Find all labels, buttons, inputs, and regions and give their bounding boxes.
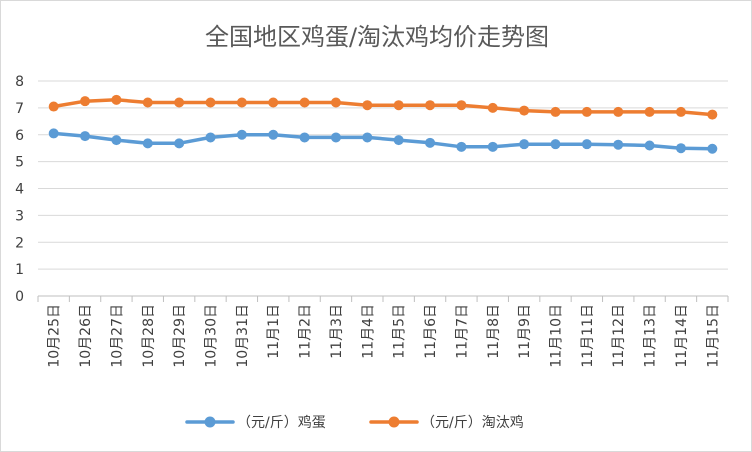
data-point [707, 143, 718, 154]
y-tick-label: 2 [15, 235, 24, 251]
data-point [142, 97, 153, 108]
x-tick-label: 10月27日 [109, 304, 125, 368]
x-tick-label: 11月10日 [549, 304, 565, 368]
data-point [707, 109, 718, 120]
data-point [675, 143, 686, 154]
data-point [299, 97, 310, 108]
data-point [425, 100, 436, 111]
x-tick-label: 10月25日 [47, 304, 63, 368]
x-tick-label: 10月26日 [78, 304, 94, 368]
x-tick-label: 10月28日 [141, 304, 157, 368]
data-point [111, 135, 122, 146]
y-tick-label: 5 [15, 155, 24, 171]
y-tick-label: 0 [15, 289, 24, 305]
data-point [519, 105, 530, 116]
data-point [581, 106, 592, 117]
data-point [581, 139, 592, 150]
x-tick-label: 11月3日 [329, 304, 345, 359]
data-point [613, 139, 624, 150]
chart-title: 全国地区鸡蛋/淘汰鸡均价走势图 [205, 23, 549, 51]
x-tick-label: 11月12日 [611, 304, 627, 368]
data-point [330, 132, 341, 143]
x-tick-label: 11月5日 [392, 304, 408, 359]
data-point [268, 129, 279, 140]
data-point [362, 132, 373, 143]
y-tick-label: 4 [15, 182, 24, 198]
data-point [425, 137, 436, 148]
data-point [111, 94, 122, 105]
data-point [550, 139, 561, 150]
series-layer [48, 94, 718, 154]
data-point [205, 132, 216, 143]
data-point [393, 100, 404, 111]
data-point [236, 97, 247, 108]
y-tick-label: 8 [15, 74, 24, 90]
data-point [456, 100, 467, 111]
data-point [48, 128, 59, 139]
data-point [519, 139, 530, 150]
x-tick-label: 11月11日 [580, 304, 596, 368]
x-tick-label: 11月1日 [266, 304, 282, 359]
x-tick-label: 11月4日 [360, 304, 376, 359]
legend-marker-1 [204, 416, 216, 428]
x-tick-label: 11月13日 [643, 304, 659, 368]
y-tick-label: 6 [15, 128, 24, 144]
data-point [613, 106, 624, 117]
data-point [80, 96, 91, 107]
y-tick-label: 7 [15, 101, 24, 117]
data-point [299, 132, 310, 143]
data-point [550, 106, 561, 117]
data-point [48, 101, 59, 112]
data-point [644, 140, 655, 151]
data-point [268, 97, 279, 108]
legend-label-1: （元/斤）鸡蛋 [237, 414, 326, 431]
data-point [644, 106, 655, 117]
data-point [174, 138, 185, 149]
legend-label-2: （元/斤）淘汰鸡 [421, 414, 524, 431]
data-point [362, 100, 373, 111]
data-point [80, 131, 91, 142]
gridlines [38, 80, 728, 297]
y-tick-label: 3 [15, 208, 24, 224]
data-point [205, 97, 216, 108]
x-tick-label: 11月15日 [705, 304, 721, 368]
data-point [142, 138, 153, 149]
legend: （元/斤）鸡蛋 （元/斤）淘汰鸡 [185, 414, 524, 431]
data-point [675, 106, 686, 117]
data-point [174, 97, 185, 108]
data-point [487, 102, 498, 113]
axes: 0 1 2 3 4 5 6 7 8 10月25日 10月26日 10月27日 10月28日 10月29日 1… [15, 74, 729, 368]
x-tick-label: 10月31日 [235, 304, 251, 368]
series-line-2 [51, 98, 715, 117]
data-point [456, 141, 467, 152]
y-tick-label: 1 [15, 262, 24, 278]
x-tick-label: 10月30日 [204, 304, 220, 368]
data-point [236, 129, 247, 140]
x-tick-label: 11月2日 [298, 304, 314, 359]
data-point [487, 141, 498, 152]
x-tick-label: 11月8日 [486, 304, 502, 359]
x-tick-label: 11月14日 [674, 304, 690, 368]
legend-marker-2 [388, 416, 400, 428]
data-point [393, 135, 404, 146]
data-point [330, 97, 341, 108]
x-tick-label: 10月29日 [172, 304, 188, 368]
x-tick-label: 11月7日 [454, 304, 470, 359]
series-line-1 [51, 131, 715, 151]
x-tick-label: 11月9日 [517, 304, 533, 359]
x-tick-label: 11月6日 [423, 304, 439, 359]
